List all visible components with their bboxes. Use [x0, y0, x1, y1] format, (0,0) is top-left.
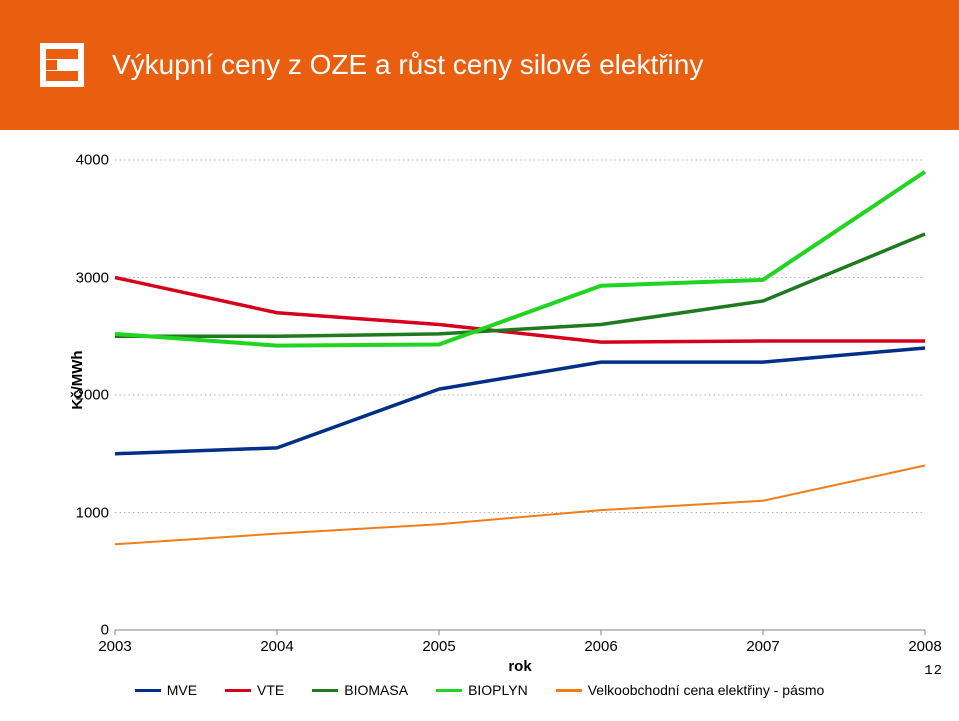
legend-swatch	[312, 689, 338, 692]
series-biomasa	[115, 234, 925, 336]
legend-item: BIOPLYN	[436, 682, 528, 698]
legend-label: VTE	[257, 682, 284, 698]
series-bioplyn	[115, 172, 925, 346]
legend-label: MVE	[167, 682, 197, 698]
y-tick-label: 3000	[49, 269, 109, 286]
legend-swatch	[135, 689, 161, 692]
y-tick-label: 1000	[49, 504, 109, 521]
legend-item: VTE	[225, 682, 284, 698]
plot-area	[115, 160, 925, 630]
x-tick-label: 2004	[260, 638, 293, 655]
legend-swatch	[556, 689, 582, 692]
x-tick-label: 2003	[98, 638, 131, 655]
series-mve	[115, 348, 925, 454]
x-axis-label: rok	[508, 658, 531, 675]
legend-label: Velkoobchodní cena elektřiny - pásmo	[588, 682, 825, 698]
x-tick-label: 2006	[584, 638, 617, 655]
series-velkoobchodn-cena-elekt-iny-p-smo	[115, 466, 925, 545]
y-tick-label: 4000	[49, 152, 109, 169]
x-tick-label: 2007	[746, 638, 779, 655]
legend-swatch	[225, 689, 251, 692]
slide-header: Výkupní ceny z OZE a růst ceny silové el…	[0, 0, 959, 130]
chart-legend: MVE VTE BIOMASA BIOPLYN Velkoobchodní cena e…	[0, 682, 959, 698]
legend-item: BIOMASA	[312, 682, 408, 698]
legend-swatch	[436, 689, 462, 692]
y-tick-label: 2000	[49, 387, 109, 404]
legend-label: BIOMASA	[344, 682, 408, 698]
x-tick-label: 2005	[422, 638, 455, 655]
page-number: 12	[924, 663, 943, 679]
line-chart	[115, 160, 925, 630]
series-vte	[115, 278, 925, 343]
legend-item: MVE	[135, 682, 197, 698]
cez-logo-icon	[40, 43, 84, 87]
legend-label: BIOPLYN	[468, 682, 528, 698]
x-tick-label: 2008	[908, 638, 941, 655]
chart-container: Kč/MWh 01000200030004000 200320042005200…	[0, 130, 959, 685]
legend-item: Velkoobchodní cena elektřiny - pásmo	[556, 682, 825, 698]
y-tick-label: 0	[49, 622, 109, 639]
slide-title: Výkupní ceny z OZE a růst ceny silové el…	[112, 49, 703, 81]
